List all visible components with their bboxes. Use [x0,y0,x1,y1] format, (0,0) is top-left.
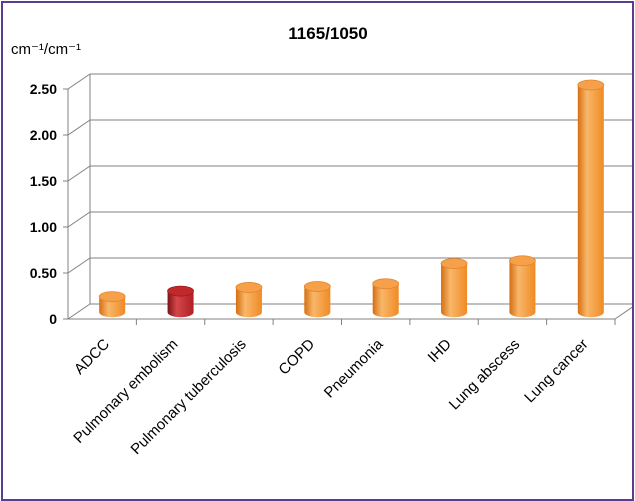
bar [98,291,126,318]
y-tick-label: 0 [49,311,57,327]
gridlines [67,73,632,320]
chart-title: 1165/1050 [288,24,367,43]
x-tick-label: IHD [425,336,455,366]
bar-top [577,79,605,91]
floor-right-edge [614,306,632,320]
gridline-depth [67,119,91,136]
bar-top [303,281,331,292]
x-tick-label: Lung abscess [446,336,523,413]
x-tick-label: Pneumonia [321,335,387,401]
bar [167,285,194,318]
bar [372,278,400,318]
bar [440,258,468,318]
bar-body [441,263,468,318]
bar-top [235,282,263,293]
x-tick-label: COPD [275,336,318,379]
bar-body [304,286,331,318]
y-tick-labels: 0 0.50 1.00 1.50 2.00 2.50 [30,81,57,327]
y-tick-label: 2.50 [30,81,57,97]
x-tick-label: Lung cancer [521,336,591,406]
y-tick-label: 2.00 [30,127,57,143]
axes [63,73,632,325]
gridline-depth [67,211,91,228]
bar [303,281,331,318]
x-tick-label: Pulmonary tuberculosis [128,336,250,458]
bar [509,255,536,318]
y-tick-label: 1.00 [30,219,57,235]
bars [98,79,605,318]
bar-top [98,291,126,303]
gridline-depth [67,73,91,90]
y-tick-label: 0.50 [30,265,57,281]
gridline-depth [67,257,91,274]
y-axis-unit-label: cm⁻¹/cm⁻¹ [11,41,81,58]
bar-top [372,278,400,290]
bar-top [509,255,536,267]
bar-top [440,258,468,269]
bar-body [372,283,399,318]
gridline-depth [67,165,91,182]
bar-body [235,287,262,318]
bar-body [99,296,126,318]
bar-body [577,85,604,318]
bar-body [167,291,194,318]
bar [577,79,605,318]
x-tick-label: ADCC [71,336,113,378]
bar [235,282,263,318]
y-tick-label: 1.50 [30,173,57,189]
bar-body [509,260,536,318]
bar-top [167,285,194,297]
gridline-depth [67,303,91,320]
